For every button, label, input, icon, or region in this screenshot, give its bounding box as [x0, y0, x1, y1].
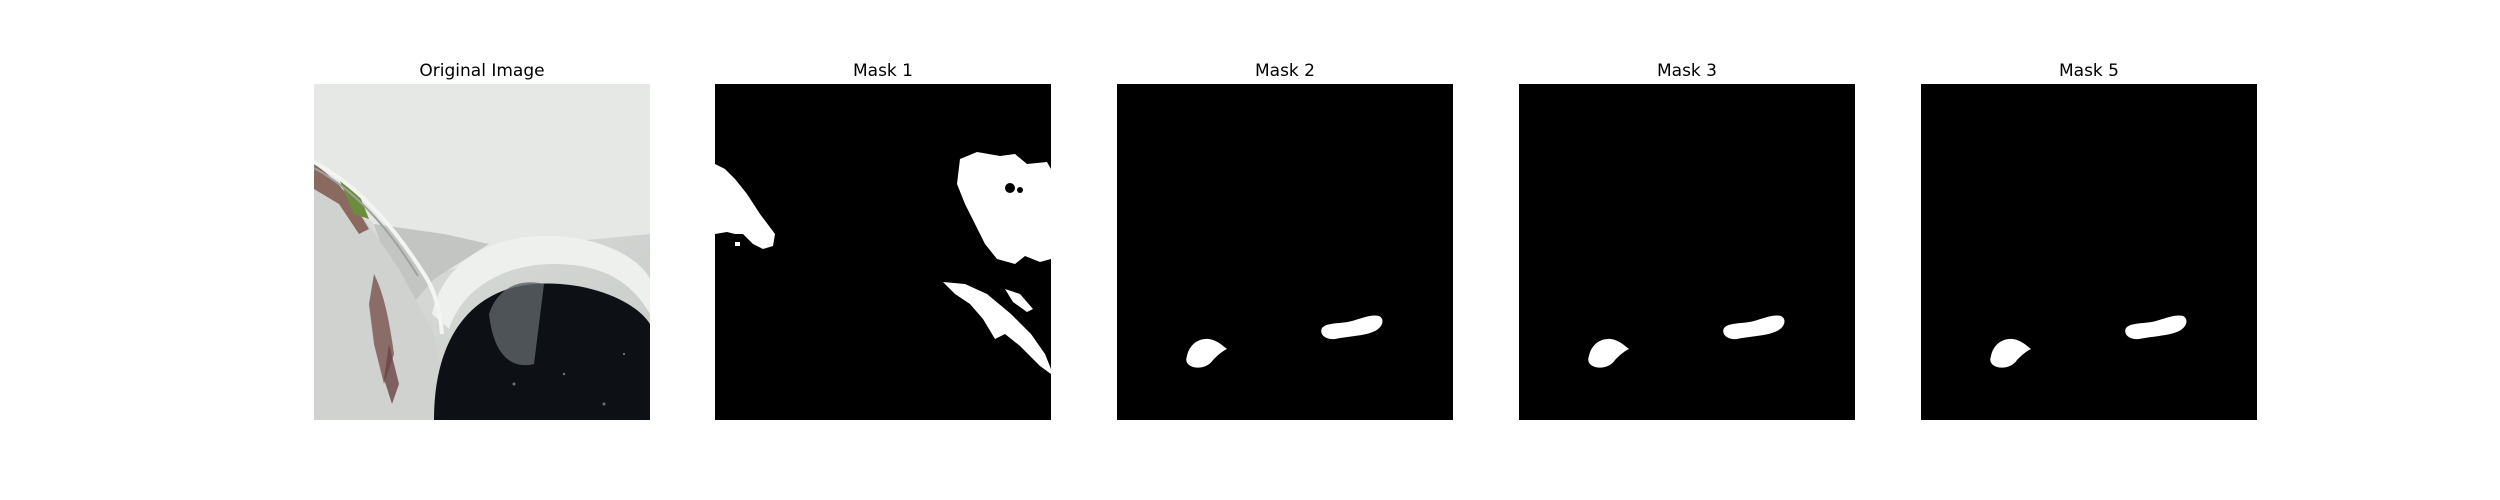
- mask-image: [1519, 84, 1855, 420]
- panel-mask-5: Mask 5: [1921, 58, 2257, 420]
- panel-mask-2: Mask 2: [1117, 58, 1453, 420]
- original-photo: [314, 84, 650, 420]
- panel-title: Mask 3: [1656, 61, 1717, 81]
- mask-image: [1921, 84, 2257, 420]
- panel-mask-3: Mask 3: [1519, 58, 1855, 420]
- mask-image: [715, 84, 1051, 420]
- panel-mask-1: Mask 1: [715, 58, 1051, 420]
- panel-title: Mask 1: [852, 61, 913, 81]
- panel-title: Original Image: [419, 61, 545, 81]
- panel-original-image: Original Image: [314, 58, 650, 420]
- panel-title: Mask 5: [2058, 61, 2119, 81]
- mask-image: [1117, 84, 1453, 420]
- panel-title: Mask 2: [1254, 61, 1315, 81]
